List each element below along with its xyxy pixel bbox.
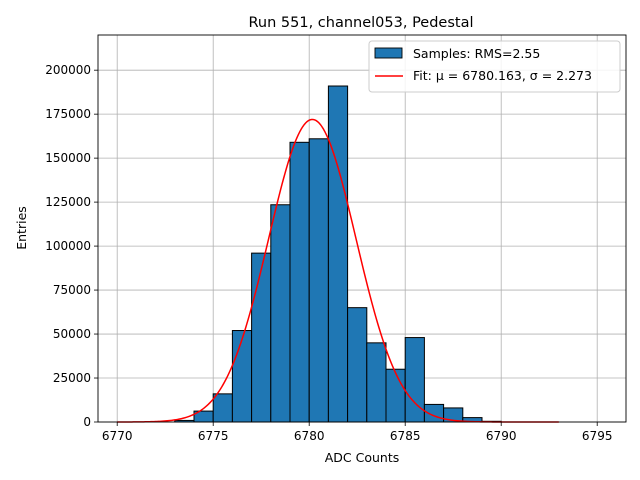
histogram-bar bbox=[270, 204, 291, 423]
y-tick-label: 0 bbox=[83, 415, 91, 429]
histogram-bar bbox=[327, 85, 349, 423]
y-tick-label: 50000 bbox=[53, 327, 91, 341]
plot-frame bbox=[97, 34, 627, 423]
y-tick-label: 75000 bbox=[53, 283, 91, 297]
y-tick-label: 200000 bbox=[45, 63, 91, 77]
legend-label-fit: Fit: μ = 6780.163, σ = 2.273 bbox=[413, 68, 592, 83]
x-tick-label: 6775 bbox=[198, 429, 229, 443]
y-tick-label: 25000 bbox=[53, 371, 91, 385]
histogram-bar bbox=[212, 393, 233, 423]
legend-swatch-samples bbox=[374, 47, 403, 59]
histogram-bar bbox=[231, 330, 253, 423]
x-tick-label: 6790 bbox=[486, 429, 517, 443]
grid-lines bbox=[98, 35, 626, 423]
x-tick-label: 6795 bbox=[582, 429, 613, 443]
y-tick-label: 125000 bbox=[45, 195, 91, 209]
histogram-bar bbox=[366, 342, 387, 423]
y-tick-label: 150000 bbox=[45, 151, 91, 165]
x-tick-label: 6785 bbox=[390, 429, 421, 443]
x-tick-label: 6780 bbox=[294, 429, 325, 443]
histogram-bar bbox=[289, 141, 310, 423]
histogram-bars bbox=[174, 85, 502, 423]
legend-label-samples: Samples: RMS=2.55 bbox=[413, 46, 540, 61]
legend-box bbox=[368, 40, 621, 93]
y-tick-label: 100000 bbox=[45, 239, 91, 253]
histogram-bar bbox=[251, 252, 272, 423]
x-tick-label: 6770 bbox=[102, 429, 133, 443]
y-tick-label: 175000 bbox=[45, 107, 91, 121]
legend: Samples: RMS=2.55 Fit: μ = 6780.163, σ =… bbox=[368, 40, 621, 93]
chart-title: Run 551, channel053, Pedestal bbox=[248, 15, 473, 31]
histogram-bar bbox=[347, 307, 368, 423]
x-axis: 6770 6775 6780 6785 6790 6795 bbox=[102, 422, 613, 443]
y-axis-label: Entries bbox=[14, 206, 29, 250]
histogram-bar bbox=[308, 138, 329, 423]
histogram-bar bbox=[385, 368, 406, 423]
x-axis-label: ADC Counts bbox=[325, 450, 400, 465]
y-axis: 0 25000 50000 75000 100000 125000 150000 175000… bbox=[45, 63, 98, 429]
